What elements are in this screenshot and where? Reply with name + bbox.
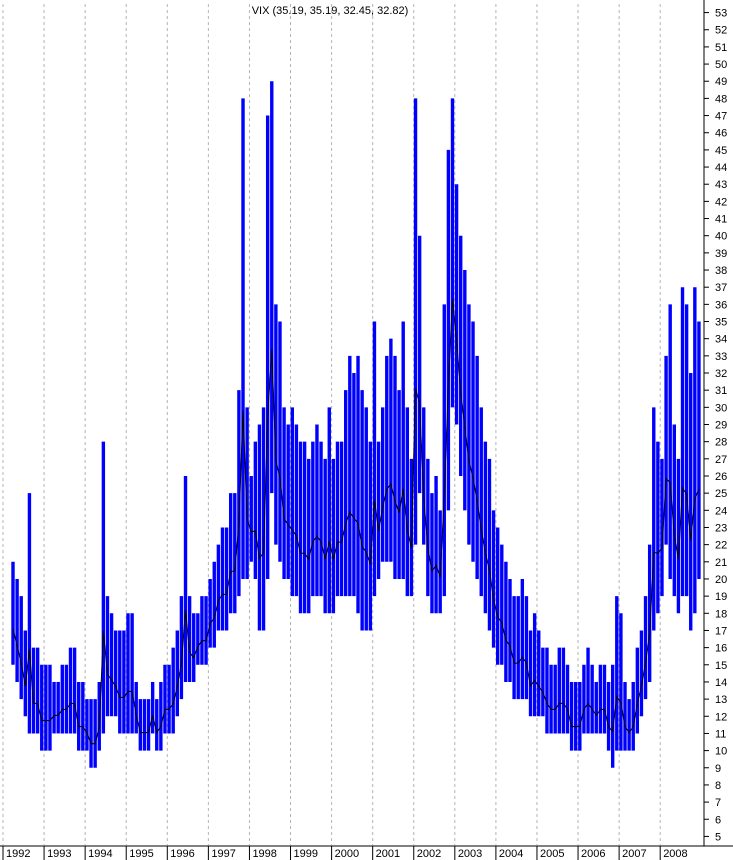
y-axis-ticks: 5 6 7 8 9 10 11 12 13 14 15 16 17 18 19 20 21 22 23 24 25 26 2… (704, 8, 727, 843)
y-tick-label-11: 11 (715, 728, 726, 740)
x-axis-ticks: 1992 1993 1994 1995 1996 1997 1998 1999 2000 2001… (2, 846, 688, 860)
y-tick-label-49: 49 (715, 76, 727, 88)
x-tick-label-1999: 1999 (294, 848, 318, 860)
x-tick-label-1998: 1998 (252, 848, 276, 860)
y-tick-label-34: 34 (715, 334, 727, 346)
price-range-bars (11, 81, 701, 768)
y-tick-label-53: 53 (715, 8, 727, 20)
y-tick-label-8: 8 (715, 780, 721, 792)
x-tick-label-2008: 2008 (663, 848, 687, 860)
y-tick-label-40: 40 (715, 231, 727, 243)
x-tick-label-1994: 1994 (88, 848, 112, 860)
x-tick-label-2003: 2003 (458, 848, 482, 860)
y-tick-label-15: 15 (715, 660, 727, 672)
y-tick-label-14: 14 (715, 677, 727, 689)
y-tick-label-35: 35 (715, 317, 727, 329)
x-tick-label-2006: 2006 (581, 848, 605, 860)
y-tick-label-42: 42 (715, 196, 727, 208)
y-tick-label-25: 25 (715, 488, 727, 500)
x-tick-label-2002: 2002 (417, 848, 441, 860)
y-tick-label-43: 43 (715, 179, 727, 191)
y-tick-label-19: 19 (715, 591, 727, 603)
y-tick-label-27: 27 (715, 454, 727, 466)
y-tick-label-12: 12 (715, 711, 727, 723)
y-tick-label-22: 22 (715, 540, 727, 552)
y-tick-label-23: 23 (715, 522, 727, 534)
y-tick-label-24: 24 (715, 505, 727, 517)
y-tick-label-32: 32 (715, 368, 727, 380)
y-tick-label-21: 21 (715, 557, 727, 569)
x-tick-label-2004: 2004 (499, 848, 523, 860)
x-tick-label-1995: 1995 (129, 848, 153, 860)
y-tick-label-26: 26 (715, 471, 727, 483)
y-tick-label-36: 36 (715, 299, 727, 311)
y-tick-label-45: 45 (715, 145, 727, 157)
x-tick-label-1997: 1997 (211, 848, 235, 860)
y-tick-label-37: 37 (715, 282, 727, 294)
y-tick-label-9: 9 (715, 763, 721, 775)
x-tick-label-2007: 2007 (622, 848, 646, 860)
x-tick-label-2005: 2005 (540, 848, 564, 860)
x-tick-label-2000: 2000 (335, 848, 359, 860)
y-tick-label-48: 48 (715, 93, 727, 105)
y-tick-label-6: 6 (715, 814, 721, 826)
y-tick-label-44: 44 (715, 162, 727, 174)
x-tick-label-1992: 1992 (6, 848, 30, 860)
y-tick-label-52: 52 (715, 25, 727, 37)
close-line (12, 299, 700, 745)
chart-title: VIX (35.19, 35.19, 32.45, 32.82) (252, 5, 409, 17)
y-tick-label-39: 39 (715, 248, 727, 260)
y-tick-label-17: 17 (715, 625, 727, 637)
y-tick-label-10: 10 (715, 746, 727, 758)
y-tick-label-29: 29 (715, 420, 727, 432)
y-tick-label-50: 50 (715, 59, 727, 71)
grid-lines (2, 4, 661, 845)
y-tick-label-38: 38 (715, 265, 727, 277)
y-tick-label-5: 5 (715, 831, 721, 843)
y-tick-label-20: 20 (715, 574, 727, 586)
y-tick-label-47: 47 (715, 111, 727, 123)
y-tick-label-13: 13 (715, 694, 727, 706)
y-tick-label-30: 30 (715, 402, 727, 414)
y-tick-label-41: 41 (715, 214, 727, 226)
y-tick-label-33: 33 (715, 351, 727, 363)
y-tick-label-18: 18 (715, 608, 727, 620)
y-tick-label-7: 7 (715, 797, 721, 809)
x-tick-label-1996: 1996 (170, 848, 194, 860)
x-tick-label-1993: 1993 (47, 848, 71, 860)
y-tick-label-16: 16 (715, 643, 727, 655)
close-polyline (12, 299, 700, 745)
y-tick-label-28: 28 (715, 437, 727, 449)
y-tick-label-46: 46 (715, 128, 727, 140)
y-tick-label-51: 51 (715, 42, 727, 54)
y-tick-label-31: 31 (715, 385, 727, 397)
x-tick-label-2001: 2001 (376, 848, 400, 860)
